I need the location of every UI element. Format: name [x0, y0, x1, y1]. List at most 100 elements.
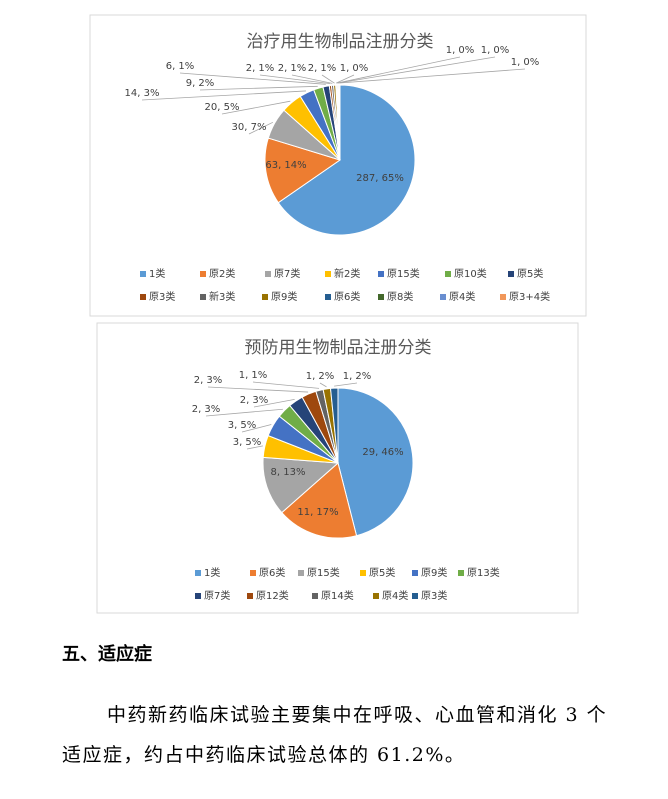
legend-label: 原3+4类	[509, 290, 550, 303]
legend-swatch	[265, 271, 271, 277]
data-label: 2, 1%	[278, 63, 307, 74]
data-label: 11, 17%	[297, 507, 338, 518]
section-heading: 五、适应症	[62, 644, 152, 665]
data-label: 1, 0%	[481, 45, 510, 56]
pie-slice	[329, 387, 339, 464]
legend-label: 原10类	[454, 267, 487, 280]
legend-label: 原9类	[271, 290, 297, 303]
legend-swatch	[262, 294, 268, 300]
legend-swatch	[195, 570, 201, 576]
legend-swatch	[412, 593, 418, 599]
legend-label: 原9类	[421, 566, 447, 579]
data-label: 1, 0%	[511, 57, 540, 68]
pie-slice	[262, 456, 340, 514]
legend-label: 1类	[149, 267, 165, 280]
data-label: 3, 5%	[233, 437, 262, 448]
legend-swatch	[445, 271, 451, 277]
leader-line	[253, 398, 295, 408]
data-label: 1, 2%	[343, 371, 372, 382]
legend-label: 原5类	[369, 566, 395, 579]
legend-swatch	[200, 271, 206, 277]
legend-label: 原13类	[467, 566, 500, 579]
chart-title: 预防用生物制品注册分类	[245, 338, 432, 358]
leader-line	[252, 381, 320, 389]
data-label: 63, 14%	[265, 160, 306, 171]
legend-swatch	[325, 294, 331, 300]
pie-slice	[338, 84, 341, 161]
legend-swatch	[195, 593, 201, 599]
leader-line	[335, 74, 355, 84]
legend-swatch	[250, 570, 256, 576]
legend-swatch	[140, 294, 146, 300]
pie-slice	[264, 137, 342, 204]
pie-slice	[277, 84, 416, 236]
legend-swatch	[378, 294, 384, 300]
leader-line	[179, 72, 326, 85]
legend-label: 原6类	[334, 290, 360, 303]
legend-label: 原5类	[517, 267, 543, 280]
data-label: 9, 2%	[186, 78, 215, 89]
leader-line	[259, 74, 331, 85]
data-label: 287, 65%	[356, 173, 404, 184]
pie-slice	[337, 387, 414, 537]
legend-swatch	[360, 570, 366, 576]
legend-label: 新2类	[334, 267, 360, 280]
legend-swatch	[373, 593, 379, 599]
leader-line	[141, 90, 306, 101]
legend-label: 新3类	[209, 290, 235, 303]
leader-line	[248, 121, 274, 135]
legend-label: 原4类	[449, 290, 475, 303]
leader-line	[291, 74, 333, 84]
leader-line	[246, 445, 264, 450]
legend-label: 原3类	[421, 589, 447, 602]
legend-swatch	[378, 271, 384, 277]
leader-line	[205, 408, 283, 417]
pie-slice	[281, 462, 358, 539]
leader-line	[334, 382, 358, 387]
data-label: 8, 13%	[271, 467, 306, 478]
legend-swatch	[298, 570, 304, 576]
leader-line	[337, 56, 461, 84]
legend-swatch	[140, 271, 146, 277]
leader-line	[221, 100, 291, 115]
charts: 治疗用生物制品注册分类 287, 65% 1类 63, 14% 原2类 30, 7% 原7类…	[89, 14, 587, 614]
data-label: 2, 3%	[240, 395, 269, 406]
leader-line	[319, 382, 327, 388]
legend-label: 原3类	[149, 290, 175, 303]
legend-label: 原14类	[321, 589, 354, 602]
data-label: 29, 46%	[362, 447, 403, 458]
paragraph: 中药新药临床试验主要集中在呼吸、心血管和消化 3 个适应症，约占中药临床试验总体…	[62, 704, 608, 766]
legend-swatch	[247, 593, 253, 599]
legend-label: 原12类	[256, 589, 289, 602]
legend-label: 原8类	[387, 290, 413, 303]
legend-label: 原15类	[307, 566, 340, 579]
legend-swatch	[508, 271, 514, 277]
data-label: 14, 3%	[125, 88, 160, 99]
leader-line	[207, 386, 309, 393]
legend-label: 原7类	[204, 589, 230, 602]
data-label: 1, 0%	[446, 45, 475, 56]
leader-line	[241, 424, 272, 433]
leader-line	[338, 56, 496, 84]
data-label: 2, 1%	[246, 63, 275, 74]
chart-title: 治疗用生物制品注册分类	[247, 32, 434, 52]
legend-swatch	[458, 570, 464, 576]
data-label: 2, 3%	[192, 404, 221, 415]
legend-label: 原4类	[382, 589, 408, 602]
legend-label: 原15类	[387, 267, 420, 280]
data-label: 30, 7%	[232, 122, 267, 133]
data-label: 6, 1%	[166, 61, 195, 72]
legend-label: 原6类	[259, 566, 285, 579]
legend-swatch	[500, 294, 506, 300]
data-label: 2, 3%	[194, 375, 223, 386]
leader-line	[321, 74, 335, 84]
leader-line	[199, 85, 318, 91]
legend-swatch	[325, 271, 331, 277]
leader-line	[339, 68, 526, 84]
legend-swatch	[440, 294, 446, 300]
data-label: 20, 5%	[205, 102, 240, 113]
data-label: 1, 0%	[340, 63, 369, 74]
legend-label: 原2类	[209, 267, 235, 280]
legend-label: 1类	[204, 566, 220, 579]
